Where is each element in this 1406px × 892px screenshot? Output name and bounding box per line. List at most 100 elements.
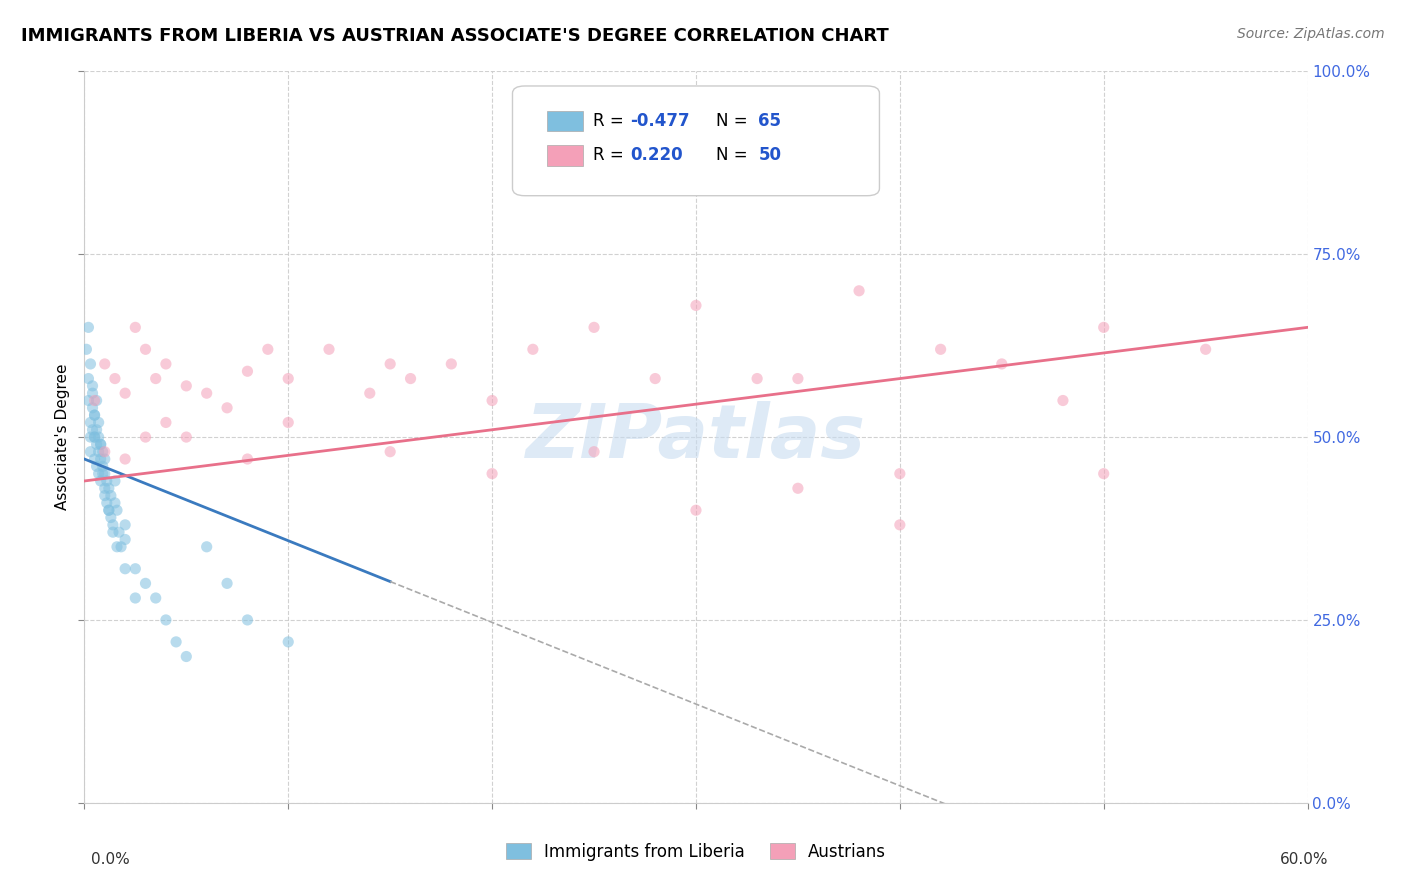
Point <box>96 496 118 510</box>
Point <box>104 371 127 385</box>
Point <box>87 430 110 444</box>
Point <box>93 452 115 467</box>
Point <box>1092 320 1115 334</box>
Point <box>82 401 104 415</box>
Bar <box>547 111 583 131</box>
Point <box>83 393 105 408</box>
Text: Source: ZipAtlas.com: Source: ZipAtlas.com <box>1237 27 1385 41</box>
Point <box>110 540 132 554</box>
Point <box>155 613 177 627</box>
FancyBboxPatch shape <box>513 86 880 195</box>
Point <box>174 430 197 444</box>
Point <box>93 357 115 371</box>
Point <box>991 357 1014 371</box>
Text: 50: 50 <box>758 146 782 164</box>
Text: ZIPatlas: ZIPatlas <box>526 401 866 474</box>
Text: 60.0%: 60.0% <box>1281 852 1329 867</box>
Point <box>135 430 157 444</box>
Point <box>77 320 100 334</box>
Point <box>236 613 259 627</box>
Point <box>583 444 606 458</box>
Point <box>86 437 108 451</box>
Point <box>685 298 707 312</box>
Point <box>83 430 105 444</box>
Point <box>91 467 114 481</box>
Point <box>257 343 280 357</box>
Point <box>90 437 112 451</box>
Point <box>77 371 100 385</box>
Point <box>522 343 544 357</box>
Text: -0.477: -0.477 <box>630 112 689 130</box>
Point <box>787 371 810 385</box>
Point <box>145 591 167 605</box>
Point <box>83 430 105 444</box>
Point <box>481 393 503 408</box>
Point <box>86 423 108 437</box>
Point <box>96 474 118 488</box>
Point <box>359 386 381 401</box>
Point <box>91 444 114 458</box>
Point <box>79 357 101 371</box>
Point <box>155 416 177 430</box>
Point <box>124 320 146 334</box>
Point <box>787 481 810 495</box>
Point <box>236 364 259 378</box>
Point <box>380 444 402 458</box>
Legend: Immigrants from Liberia, Austrians: Immigrants from Liberia, Austrians <box>499 837 893 868</box>
Y-axis label: Associate's Degree: Associate's Degree <box>55 364 70 510</box>
Point <box>97 481 120 495</box>
Point <box>90 437 112 451</box>
Point <box>685 503 707 517</box>
Point <box>124 562 146 576</box>
Text: N =: N = <box>716 112 752 130</box>
Point <box>174 649 197 664</box>
Text: 65: 65 <box>758 112 782 130</box>
Point <box>105 540 128 554</box>
Point <box>440 357 463 371</box>
Point <box>174 379 197 393</box>
Text: N =: N = <box>716 146 752 164</box>
Point <box>79 416 101 430</box>
Point <box>277 416 299 430</box>
Point <box>277 635 299 649</box>
Point <box>135 576 157 591</box>
Point <box>114 517 136 532</box>
Point <box>380 357 402 371</box>
Point <box>101 517 124 532</box>
Point <box>93 467 115 481</box>
Point <box>481 467 503 481</box>
Point <box>83 408 105 422</box>
Point <box>86 393 108 408</box>
Point <box>104 474 127 488</box>
Point <box>217 401 239 415</box>
Point <box>889 467 911 481</box>
Point <box>100 489 122 503</box>
Point <box>1195 343 1218 357</box>
Text: R =: R = <box>593 112 630 130</box>
Text: R =: R = <box>593 146 634 164</box>
Point <box>145 371 167 385</box>
Point <box>91 459 114 474</box>
Point <box>217 576 239 591</box>
Text: IMMIGRANTS FROM LIBERIA VS AUSTRIAN ASSOCIATE'S DEGREE CORRELATION CHART: IMMIGRANTS FROM LIBERIA VS AUSTRIAN ASSO… <box>21 27 889 45</box>
Point <box>82 423 104 437</box>
Point <box>87 444 110 458</box>
Bar <box>547 145 583 166</box>
Point <box>114 386 136 401</box>
Point <box>90 474 112 488</box>
Point <box>135 343 157 357</box>
Point <box>1052 393 1074 408</box>
Point <box>124 591 146 605</box>
Point <box>101 525 124 540</box>
Point <box>87 467 110 481</box>
Point <box>86 459 108 474</box>
Point <box>93 489 115 503</box>
Point <box>318 343 340 357</box>
Point <box>165 635 187 649</box>
Point <box>195 540 218 554</box>
Point <box>399 371 422 385</box>
Point <box>105 503 128 517</box>
Point <box>747 371 769 385</box>
Point <box>97 503 120 517</box>
Point <box>929 343 952 357</box>
